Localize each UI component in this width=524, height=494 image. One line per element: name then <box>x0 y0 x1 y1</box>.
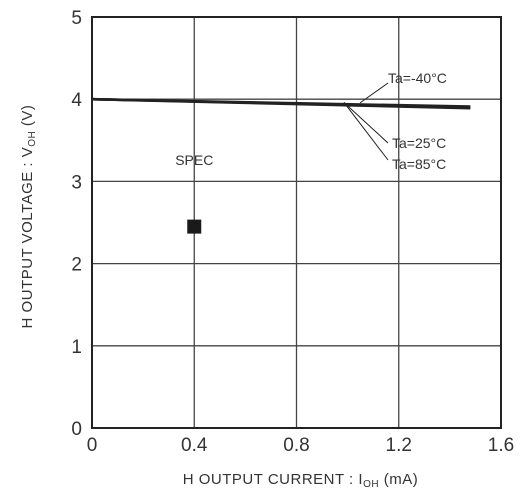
x-tick-label: 1.2 <box>386 435 412 456</box>
leader-line <box>343 102 389 161</box>
x-axis-label: H OUTPUT CURRENT : IOH (mA) <box>183 471 418 490</box>
y-tick-label: 3 <box>71 172 82 193</box>
annotation-label: Ta=-40°C <box>388 70 447 86</box>
x-tick-label: 1.6 <box>488 435 514 456</box>
y-axis-label: H OUTPUT VOLTAGE : VOH (V) <box>19 105 38 329</box>
annotation-label: Ta=85°C <box>392 156 446 172</box>
x-tick-label: 0.8 <box>283 435 309 456</box>
x-tick-label: 0 <box>87 435 98 456</box>
y-tick-label: 1 <box>71 337 82 358</box>
series-group <box>91 97 471 110</box>
tick-labels: 0 1 2 3 4 5 0 0.4 0.8 1.2 1.6 <box>71 8 514 456</box>
annotations: Ta=-40°C Ta=25°C Ta=85°C SPEC <box>175 70 447 234</box>
leader-line <box>343 102 389 144</box>
y-tick-label: 0 <box>71 419 82 440</box>
y-tick-label: 2 <box>71 255 82 276</box>
spec-marker <box>187 219 202 234</box>
spec-label: SPEC <box>175 152 213 168</box>
series-line <box>91 97 471 110</box>
grid <box>92 17 501 428</box>
annotation-label: Ta=25°C <box>392 135 446 151</box>
y-tick-label: 4 <box>71 90 82 111</box>
x-tick-label: 0.4 <box>181 435 208 456</box>
plot-frame <box>91 16 502 429</box>
leader-line <box>359 82 389 104</box>
y-tick-label: 5 <box>71 8 82 29</box>
